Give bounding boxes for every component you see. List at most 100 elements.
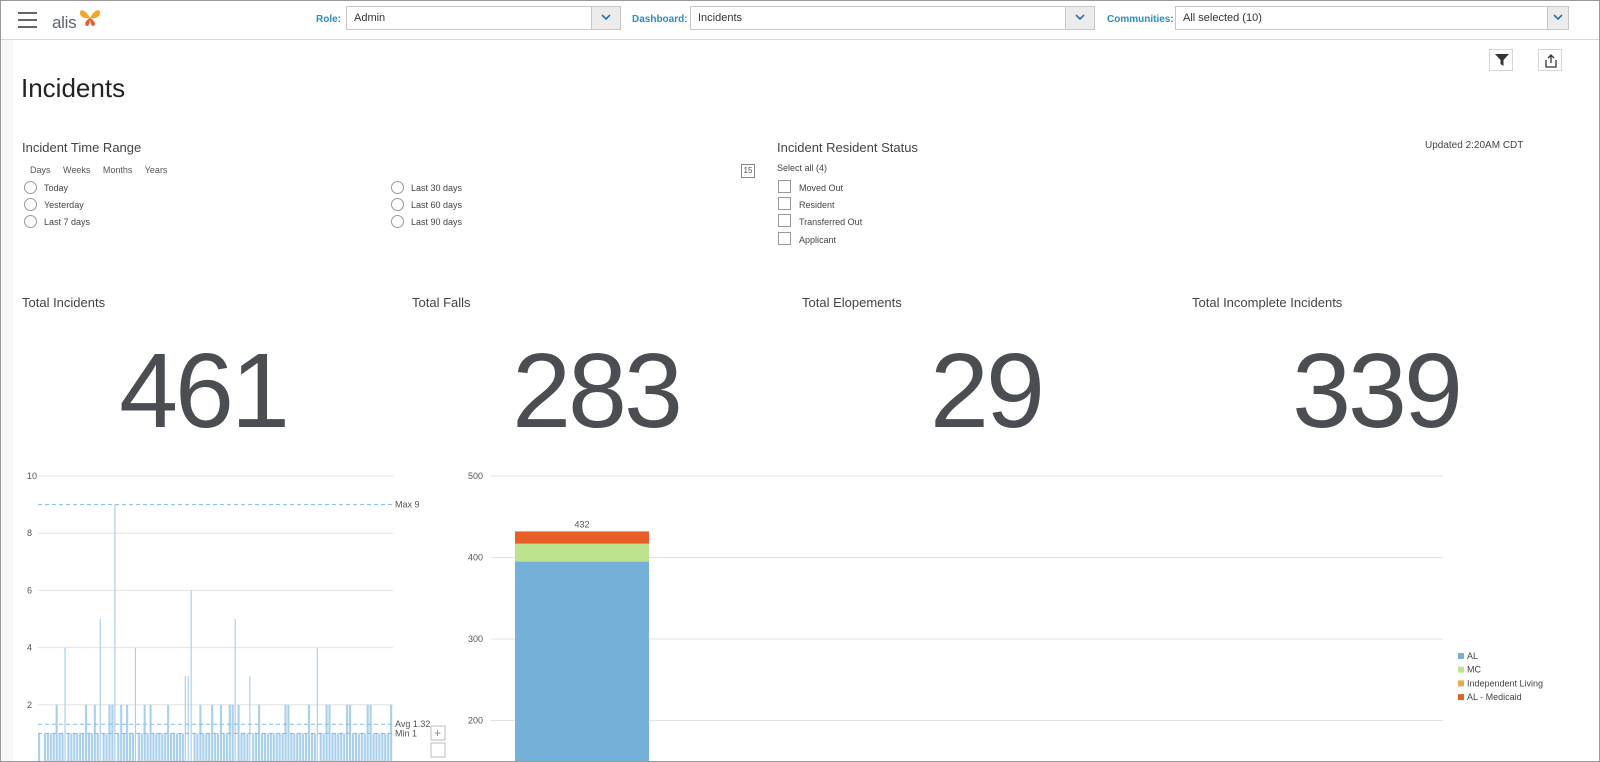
- checkbox-box[interactable]: [778, 232, 791, 245]
- bar: [249, 676, 251, 761]
- bar: [111, 704, 114, 761]
- dashboard-select[interactable]: Incidents: [690, 6, 1095, 30]
- radio-circle[interactable]: [391, 198, 404, 211]
- bar: [381, 733, 384, 761]
- bar: [375, 733, 378, 761]
- bar: [128, 733, 132, 761]
- radio-label: Last 90 days: [411, 217, 463, 227]
- select-all-link[interactable]: Select all (4): [777, 163, 828, 173]
- bar: [240, 733, 243, 761]
- bar: [319, 733, 322, 761]
- bar: [334, 733, 337, 761]
- legend-swatch: [1458, 680, 1464, 687]
- y-tick-label: 400: [468, 553, 483, 563]
- export-button[interactable]: [1538, 49, 1562, 71]
- bar: [275, 733, 278, 761]
- communities-select[interactable]: All selected (10): [1175, 6, 1569, 30]
- role-dropdown-button[interactable]: [591, 7, 620, 29]
- role-value: Admin: [354, 12, 386, 24]
- tab-years[interactable]: Years: [144, 165, 168, 175]
- bar: [252, 733, 255, 761]
- y-tick-label: 8: [27, 528, 32, 538]
- checkbox-label: Moved Out: [799, 183, 844, 193]
- dashboard-label: Dashboard:: [632, 14, 688, 25]
- role-label: Role:: [316, 14, 341, 25]
- filter-icon: [1495, 54, 1509, 66]
- bar: [363, 733, 366, 761]
- zoom-out-button[interactable]: [430, 742, 446, 758]
- page-title: Incidents: [21, 73, 126, 103]
- legend-swatch: [1458, 653, 1464, 659]
- bar: [354, 733, 357, 761]
- y-tick-label: 300: [468, 634, 483, 644]
- logo-text: alis: [52, 13, 77, 32]
- checkbox-box[interactable]: [778, 180, 791, 193]
- bar: [46, 733, 49, 761]
- bar: [181, 733, 184, 761]
- bar: [99, 619, 101, 761]
- y-tick-label: 500: [468, 471, 483, 481]
- communities-label: Communities:: [1107, 14, 1174, 25]
- radio-circle[interactable]: [391, 181, 404, 194]
- bar: [193, 733, 196, 761]
- radio-label: Last 60 days: [411, 200, 463, 210]
- bar: [158, 733, 161, 761]
- menu-icon[interactable]: [18, 12, 37, 28]
- tab-days[interactable]: Days: [30, 165, 51, 175]
- legend-label: AL - Medicaid: [1467, 692, 1522, 702]
- bar: [304, 733, 308, 761]
- bar: [52, 733, 55, 761]
- bar: [87, 733, 91, 761]
- bar: [208, 733, 211, 761]
- bar: [243, 733, 246, 761]
- role-select[interactable]: Admin: [346, 6, 621, 30]
- bar-segment: [515, 531, 649, 544]
- bar: [102, 733, 105, 761]
- bar: [96, 733, 99, 761]
- bar: [237, 704, 240, 761]
- tab-weeks[interactable]: Weeks: [63, 165, 91, 175]
- dashboard-dropdown-button[interactable]: [1065, 7, 1094, 29]
- bar: [190, 590, 192, 761]
- legend-label: AL: [1467, 651, 1478, 661]
- checkbox-box[interactable]: [778, 214, 791, 227]
- radio-circle[interactable]: [24, 198, 37, 211]
- bar: [140, 733, 143, 761]
- bar: [260, 733, 264, 761]
- tab-months[interactable]: Months: [102, 165, 133, 175]
- bar: [155, 733, 158, 761]
- radio-label: Today: [44, 183, 69, 193]
- bar: [79, 733, 82, 761]
- bar: [307, 704, 311, 761]
- calendar-icon[interactable]: 15: [741, 164, 755, 178]
- radio-label: Last 30 days: [411, 183, 463, 193]
- radio-circle[interactable]: [391, 215, 404, 228]
- bar: [296, 733, 299, 761]
- bar: [38, 733, 41, 761]
- bar: [287, 704, 290, 761]
- kpi-total-incomplete-label: Total Incomplete Incidents: [1192, 295, 1343, 310]
- bar: [266, 733, 269, 761]
- zoom-in-button[interactable]: [430, 725, 446, 741]
- chevron-down-icon: [601, 14, 611, 21]
- bar: [322, 733, 325, 761]
- reference-line-label: Max 9: [395, 500, 420, 510]
- bar: [49, 733, 52, 761]
- updated-timestamp: Updated 2:20AM CDT: [1425, 140, 1524, 151]
- resident-status-title: Incident Resident Status: [777, 140, 918, 155]
- bar: [293, 733, 296, 761]
- bar: [255, 733, 258, 761]
- radio-circle[interactable]: [24, 215, 37, 228]
- legend-swatch: [1458, 694, 1464, 701]
- incidents-stacked-chart: 500 400 300 200 432 AL MC Independent Living AL …: [468, 471, 1543, 761]
- share-icon: [1545, 54, 1557, 68]
- bar: [175, 733, 179, 761]
- filter-button[interactable]: [1489, 49, 1513, 71]
- communities-dropdown-button[interactable]: [1547, 7, 1568, 29]
- y-tick-label: 4: [27, 643, 32, 653]
- radio-label: Last 7 days: [44, 217, 91, 227]
- kpi-total-elopements-label: Total Elopements: [802, 295, 902, 310]
- radio-circle[interactable]: [24, 181, 37, 194]
- checkbox-box[interactable]: [778, 197, 791, 210]
- bar: [316, 647, 318, 761]
